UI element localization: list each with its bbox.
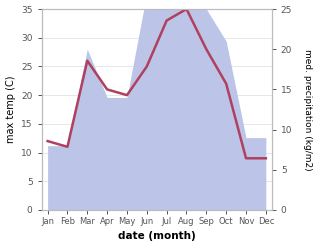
Y-axis label: max temp (C): max temp (C): [5, 76, 16, 143]
Y-axis label: med. precipitation (kg/m2): med. precipitation (kg/m2): [303, 49, 313, 170]
X-axis label: date (month): date (month): [118, 231, 196, 242]
